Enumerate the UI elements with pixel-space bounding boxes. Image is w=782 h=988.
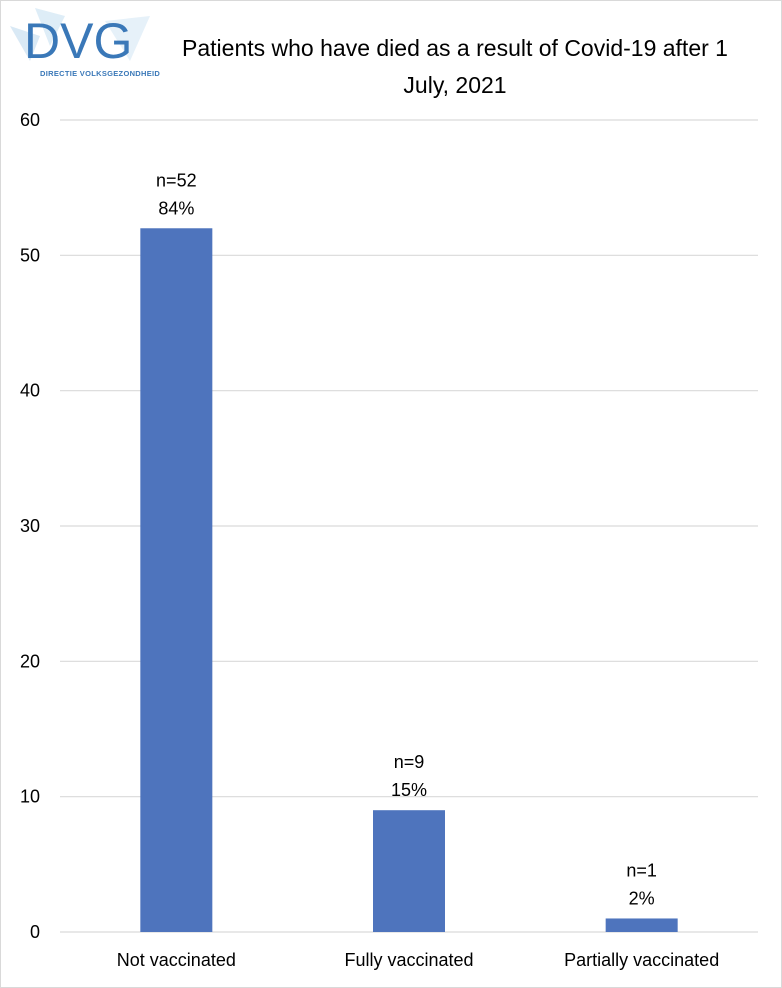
y-tick-label: 0	[30, 922, 40, 942]
y-tick-label: 60	[20, 110, 40, 130]
y-axis-ticks: 0 10 20 30 40 50 60	[20, 110, 40, 942]
data-label: 84%	[158, 198, 194, 218]
x-tick-label: Fully vaccinated	[344, 950, 473, 970]
data-label: 15%	[391, 780, 427, 800]
chart-title: Patients who have died as a result of Co…	[182, 35, 728, 98]
data-label: n=9	[394, 752, 425, 772]
x-tick-label: Not vaccinated	[117, 950, 236, 970]
bars	[140, 228, 678, 932]
y-tick-label: 30	[20, 516, 40, 536]
x-axis-ticks: Not vaccinated Fully vaccinated Partially …	[117, 950, 719, 970]
data-label: 2%	[629, 888, 655, 908]
dvg-logo-icon: DVG	[10, 8, 150, 69]
x-tick-label: Partially vaccinated	[564, 950, 719, 970]
data-label: n=1	[626, 860, 657, 880]
logo-text: DVG	[24, 13, 132, 69]
y-tick-label: 40	[20, 381, 40, 401]
data-label: n=52	[156, 170, 197, 190]
bar	[373, 810, 445, 932]
y-tick-label: 10	[20, 787, 40, 807]
bar	[140, 228, 213, 932]
dvg-logo: DVG DIRECTIE VOLKSGEZONDHEID	[10, 6, 161, 78]
data-labels: n=52 84% n=9 15% n=1 2%	[156, 170, 657, 908]
y-tick-label: 50	[20, 245, 40, 265]
bar	[605, 918, 678, 932]
logo-caption: DIRECTIE VOLKSGEZONDHEID	[40, 69, 161, 78]
y-tick-label: 20	[20, 651, 40, 671]
